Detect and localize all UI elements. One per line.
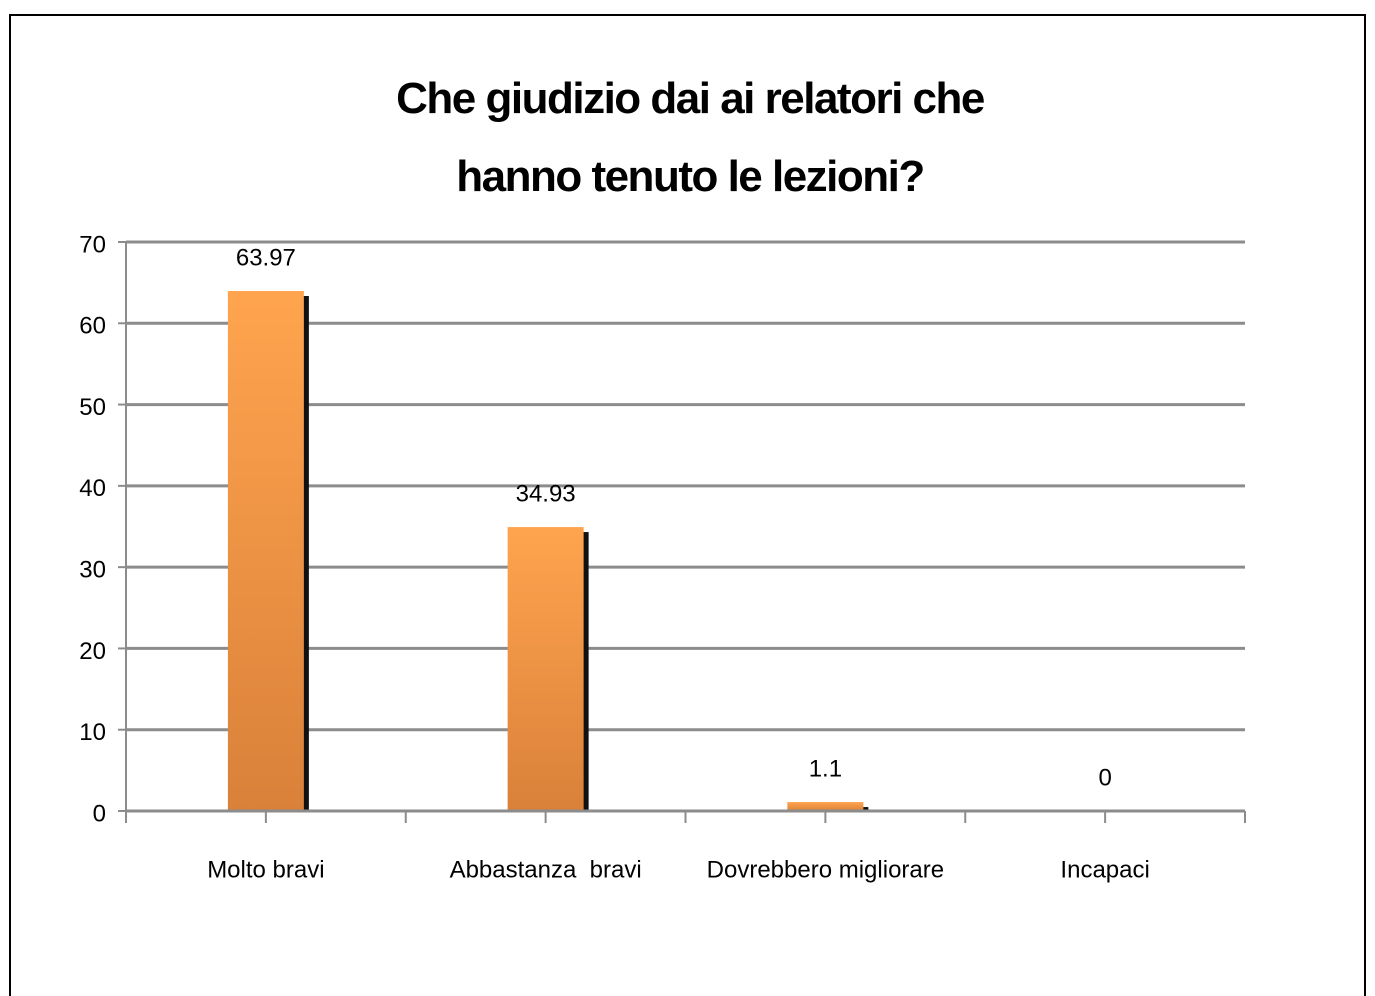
bar — [227, 291, 304, 812]
y-tick-label: 40 — [79, 475, 106, 502]
x-tick-label: Abbastanza bravi — [450, 856, 642, 883]
x-tick-label: Incapaci — [1060, 856, 1149, 883]
y-tick-label: 60 — [79, 313, 106, 340]
y-tick-label: 10 — [79, 719, 106, 746]
y-tick-label: 0 — [93, 800, 106, 827]
y-tick-label: 30 — [79, 556, 106, 583]
data-label: 1.1 — [809, 755, 842, 782]
data-label: 34.93 — [516, 480, 576, 507]
x-tick-label: Dovrebbero migliorare — [707, 856, 944, 883]
y-tick-label: 20 — [79, 638, 106, 665]
frame — [9, 14, 1366, 996]
data-label: 63.97 — [236, 244, 296, 271]
x-tick-label: Molto bravi — [207, 856, 324, 883]
bar — [787, 802, 864, 811]
y-tick-label: 50 — [79, 394, 106, 421]
bar — [507, 527, 584, 811]
y-tick-label: 70 — [79, 231, 106, 258]
chart-title: Che giudizio dai ai relatori che hanno t… — [396, 74, 985, 201]
data-label: 0 — [1098, 764, 1111, 791]
